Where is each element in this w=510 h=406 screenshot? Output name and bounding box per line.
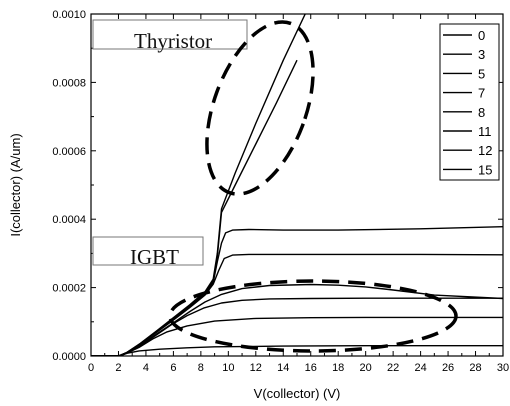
legend-label: 12	[478, 143, 492, 158]
x-tick-label: 22	[387, 362, 399, 374]
x-tick-label: 14	[277, 362, 289, 374]
x-tick-label: 20	[360, 362, 372, 374]
x-tick-label: 16	[305, 362, 317, 374]
legend-label: 5	[478, 66, 485, 81]
x-tick-label: 28	[469, 362, 481, 374]
legend-label: 11	[478, 124, 492, 139]
x-tick-label: 30	[497, 362, 509, 374]
legend-label: 7	[478, 86, 485, 101]
x-tick-label: 18	[332, 362, 344, 374]
x-tick-label: 26	[442, 362, 454, 374]
y-tick-label: 0.0004	[52, 214, 86, 226]
y-axis-title: I(collector) (A/um)	[8, 133, 23, 236]
x-tick-label: 12	[250, 362, 262, 374]
legend-box	[439, 23, 500, 181]
y-tick-label: 0.0006	[52, 146, 86, 158]
x-tick-label: 24	[414, 362, 426, 374]
y-tick-label: 0.0002	[52, 283, 86, 295]
thyristor-label: Thyristor	[134, 29, 212, 53]
x-tick-label: 2	[115, 362, 121, 374]
thyristor-region-ellipse	[205, 20, 315, 196]
legend-label: 0	[478, 28, 485, 43]
x-axis-title: V(collector) (V)	[254, 386, 341, 401]
igbt-region-ellipse	[168, 279, 458, 353]
x-tick-label: 8	[198, 362, 204, 374]
legend-label: 3	[478, 47, 485, 62]
thyristor-label-box	[92, 19, 248, 50]
x-tick-label: 10	[222, 362, 234, 374]
legend-label: 15	[478, 162, 492, 177]
y-tick-label: 0.0008	[52, 77, 86, 89]
x-axis-ticks: 0 2 4 6 8 10 12 14 16 18 20 22 24 26 28 30	[88, 14, 509, 374]
x-tick-label: 6	[170, 362, 176, 374]
legend: 0 3 5 7 8 11 12 15	[439, 23, 500, 181]
y-tick-label: 0.0010	[52, 9, 86, 21]
legend-label: 8	[478, 105, 485, 120]
x-tick-label: 0	[88, 362, 94, 374]
y-axis-ticks: 0.0000 0.0002 0.0004 0.0006 0.0008 0.0010	[52, 9, 503, 363]
y-tick-label: 0.0000	[52, 351, 86, 363]
igbt-label-box	[92, 236, 204, 266]
igbt-label: IGBT	[130, 245, 179, 269]
x-tick-label: 4	[143, 362, 149, 374]
